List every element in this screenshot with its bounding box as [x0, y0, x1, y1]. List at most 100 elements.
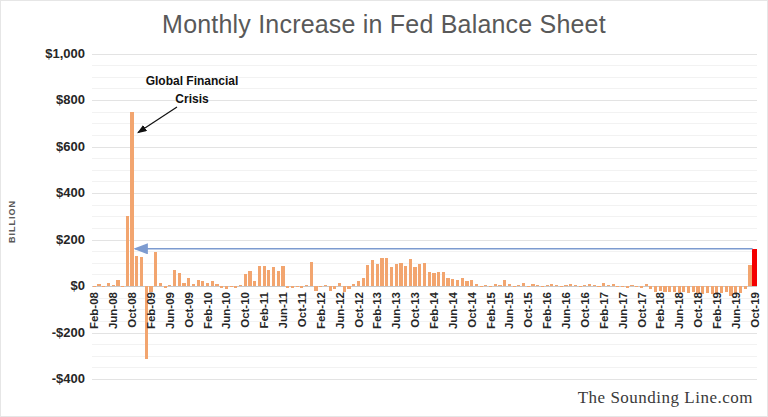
bar [187, 278, 190, 286]
bar [461, 278, 464, 286]
bar [395, 264, 398, 286]
bar [159, 283, 162, 286]
bar [107, 283, 110, 286]
bar [244, 274, 247, 286]
bar [659, 286, 662, 291]
bar [281, 266, 284, 286]
bar [616, 286, 619, 287]
x-tick-label: Oct-11 [296, 292, 308, 327]
y-tick-label: $400 [1, 185, 85, 200]
bar [536, 285, 539, 286]
bar [357, 281, 360, 286]
x-tick-label: Feb-14 [428, 292, 440, 329]
x-tick-label: Jun-19 [730, 292, 742, 329]
x-tick-label: Feb-19 [711, 292, 723, 329]
bar [489, 286, 492, 287]
bar [541, 286, 544, 287]
bar [234, 286, 237, 288]
bar [130, 112, 133, 286]
bar [272, 267, 275, 286]
bar [215, 284, 218, 286]
gridline [92, 216, 757, 217]
bar [432, 273, 435, 286]
bar [418, 264, 421, 286]
reference-arrow-overlay [1, 1, 768, 417]
bar [649, 286, 652, 289]
x-tick-label: Oct-13 [409, 292, 421, 328]
bar [550, 284, 553, 286]
bar [352, 284, 355, 286]
y-tick-label: $600 [1, 139, 85, 154]
watermark: The Sounding Line.com [578, 388, 753, 408]
bar [480, 286, 483, 287]
bar [583, 285, 586, 286]
x-tick-label: Feb-09 [145, 292, 157, 329]
bar [116, 280, 119, 286]
x-axis-line [92, 286, 757, 287]
gridline [92, 228, 757, 229]
x-tick-label: Feb-17 [598, 292, 610, 329]
bar [626, 286, 629, 288]
x-tick-label: Oct-10 [239, 292, 251, 328]
bar [220, 286, 223, 288]
bar [371, 260, 374, 286]
gridline [92, 333, 757, 334]
bar [413, 267, 416, 286]
bar [362, 278, 365, 286]
bar [456, 280, 459, 286]
bar [102, 286, 105, 287]
bar [263, 266, 266, 286]
bar [201, 281, 204, 286]
x-tick-label: Oct-08 [126, 292, 138, 328]
bar [168, 285, 171, 286]
x-tick-label: Jun-10 [220, 292, 232, 329]
bar [225, 286, 228, 289]
bar [182, 283, 185, 286]
gridline [92, 158, 757, 159]
bar [338, 283, 341, 286]
bar [513, 286, 516, 287]
bar [423, 263, 426, 286]
gridline [92, 193, 757, 194]
bar [517, 285, 520, 286]
bar [291, 286, 294, 288]
x-tick-label: Oct-19 [749, 292, 761, 328]
bar [409, 259, 412, 286]
y-tick-label: $0 [1, 278, 85, 293]
x-tick-label: Feb-15 [485, 292, 497, 329]
gridline [92, 344, 757, 345]
bar [347, 286, 350, 289]
bar [484, 285, 487, 286]
bar [564, 285, 567, 286]
bar [173, 270, 176, 286]
x-tick-label: Feb-18 [654, 292, 666, 329]
bar [300, 286, 303, 288]
x-tick-label: Jun-12 [334, 292, 346, 329]
gridline [92, 251, 757, 252]
y-tick-label: $800 [1, 92, 85, 107]
bar [654, 286, 657, 292]
gridline [92, 54, 757, 55]
bar [258, 266, 261, 286]
bar [663, 286, 666, 292]
bar [640, 286, 643, 288]
bar [465, 281, 468, 286]
x-tick-label: Feb-11 [258, 292, 270, 328]
bar [97, 284, 100, 286]
x-tick-label: Jun-09 [164, 292, 176, 329]
bar [192, 284, 195, 286]
x-tick-label: Oct-16 [579, 292, 591, 328]
bar [248, 271, 251, 286]
bar [725, 286, 728, 292]
bar [319, 286, 322, 287]
bar [593, 285, 596, 286]
gridline [92, 379, 757, 380]
gridline [92, 112, 757, 113]
bar [376, 264, 379, 286]
bar [607, 285, 610, 286]
gridline [92, 135, 757, 136]
gridline [92, 147, 757, 148]
y-tick-label: -$400 [1, 371, 85, 386]
bar [135, 256, 138, 286]
bar [112, 285, 115, 286]
